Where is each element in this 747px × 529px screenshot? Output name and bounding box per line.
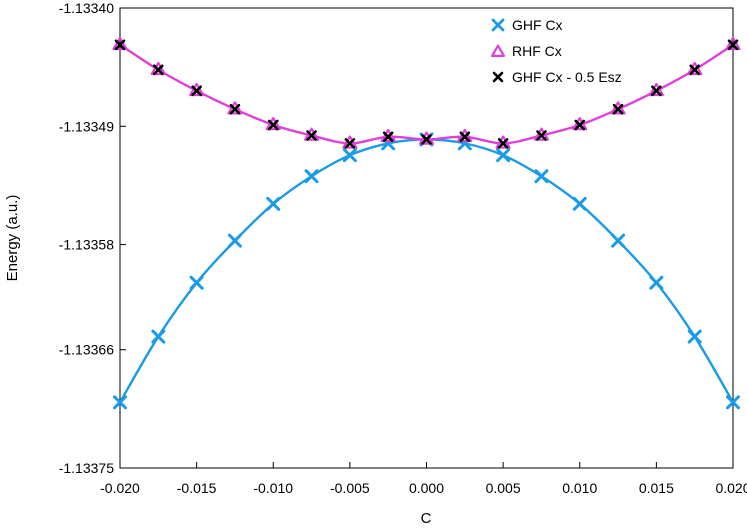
rhf-cx-point bbox=[380, 128, 396, 143]
rhf-cx-point bbox=[418, 131, 435, 145]
ghf-cx-point bbox=[151, 329, 166, 344]
x-tick-label: 0.000 bbox=[409, 480, 444, 496]
ghf-cx-point bbox=[649, 275, 664, 290]
rhf-cx-point bbox=[150, 61, 166, 76]
ghf-cx-corrected-point bbox=[153, 64, 164, 76]
ghf-cx-corrected-point bbox=[191, 85, 202, 97]
y-axis: -1.13340 -1.13349 -1.13358 -1.13366 -1.13375 bbox=[59, 0, 126, 476]
rhf-cx-point bbox=[265, 117, 281, 131]
rhf-cx-point bbox=[112, 36, 128, 51]
rhf-cx-point bbox=[687, 61, 703, 76]
ghf-cx-point bbox=[227, 233, 242, 248]
legend-label: RHF Cx bbox=[512, 43, 562, 59]
ghf-cx-corrected-point bbox=[497, 138, 509, 149]
ghf-cx-point bbox=[189, 275, 204, 290]
rhf-cx-point bbox=[533, 127, 550, 141]
rhf-cx-point bbox=[227, 101, 243, 115]
x-tick-label: -0.020 bbox=[100, 480, 140, 496]
ghf-cx-point bbox=[726, 395, 740, 410]
ghf-cx-point bbox=[611, 233, 626, 248]
x-tick-label: -0.005 bbox=[330, 480, 370, 496]
x-tick-label: 0.020 bbox=[715, 480, 747, 496]
ghf-cx-corrected-point bbox=[344, 138, 356, 149]
x-tick-label: 0.010 bbox=[562, 480, 597, 496]
ghf-cx-point bbox=[496, 148, 511, 163]
ghf-cx-corrected-point bbox=[536, 130, 547, 141]
rhf-cx-point bbox=[725, 36, 741, 51]
x-tick-label: 0.005 bbox=[486, 480, 521, 496]
ghf-cx-corrected-point bbox=[574, 119, 586, 131]
rhf-cx-point bbox=[495, 135, 511, 149]
legend: GHF Cx RHF Cx GHF Cx - 0.5 Esz bbox=[490, 17, 622, 85]
ghf-cx-point bbox=[342, 148, 357, 163]
rhf-cx-point bbox=[189, 82, 205, 97]
rhf-cx-point bbox=[648, 82, 664, 97]
rhf-cx-point bbox=[457, 128, 473, 143]
x-axis: -0.020 -0.015 -0.010 -0.005 0.000 0.005 0.010 0… bbox=[100, 462, 747, 496]
series-layer bbox=[112, 36, 741, 410]
ghf-cx-corrected-point bbox=[267, 119, 279, 131]
y-tick-label: -1.13366 bbox=[59, 342, 114, 358]
x-axis-title: C bbox=[421, 510, 432, 527]
ghf-cx-corrected-point bbox=[689, 64, 700, 76]
x-tick-label: -0.010 bbox=[253, 480, 293, 496]
y-tick-label: -1.13358 bbox=[59, 237, 114, 253]
y-tick-label: -1.13340 bbox=[59, 0, 114, 16]
x-tick-label: 0.015 bbox=[639, 480, 674, 496]
rhf-cx-point bbox=[342, 135, 358, 149]
ghf-cx-corrected-point bbox=[306, 130, 317, 141]
legend-label: GHF Cx - 0.5 Esz bbox=[512, 69, 622, 85]
rhf-cx-point bbox=[572, 117, 588, 131]
ghf-cx-point bbox=[266, 196, 281, 211]
y-tick-label: -1.13349 bbox=[59, 118, 114, 134]
rhf-cx-point bbox=[610, 101, 626, 115]
y-tick-label: -1.13375 bbox=[59, 460, 114, 476]
legend-label: GHF Cx bbox=[512, 17, 563, 33]
ghf-cx-point bbox=[113, 395, 127, 410]
rhf-cx-point bbox=[303, 127, 320, 141]
ghf-cx-point bbox=[687, 329, 702, 344]
plot-frame bbox=[119, 7, 734, 469]
legend-ghf-cx-icon bbox=[491, 18, 505, 32]
ghf-cx-line bbox=[118, 138, 735, 403]
ghf-cx-point bbox=[534, 169, 549, 184]
ghf-cx-corrected-point bbox=[229, 103, 241, 115]
ghf-cx-corrected-point bbox=[651, 85, 662, 97]
legend-rhf-cx-icon bbox=[490, 44, 506, 57]
ghf-cx-corrected-point bbox=[421, 134, 432, 145]
ghf-cx-corrected-point bbox=[612, 103, 624, 115]
ghf-cx-corrected-point bbox=[459, 131, 471, 143]
ghf-cx-corrected-point bbox=[727, 39, 739, 51]
ghf-cx-corrected-point bbox=[114, 39, 126, 51]
y-axis-title: Energy (a.u.) bbox=[4, 195, 21, 282]
ghf-cx-corrected-point bbox=[382, 131, 394, 143]
ghf-cx-point bbox=[572, 196, 587, 211]
legend-ghf-cx-corrected-icon bbox=[492, 71, 504, 83]
rhf-cx-line bbox=[119, 43, 734, 145]
ghf-cx-point bbox=[304, 169, 319, 184]
x-tick-label: -0.015 bbox=[177, 480, 217, 496]
